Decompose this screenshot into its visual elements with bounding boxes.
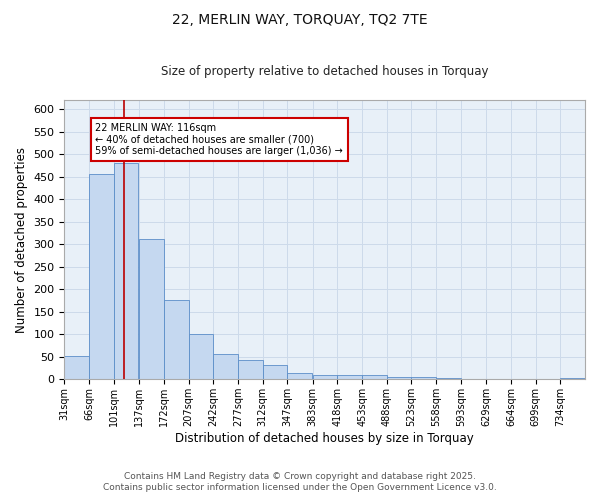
Bar (287, 372, 312, 380)
Title: Size of property relative to detached houses in Torquay: Size of property relative to detached ho… (161, 65, 488, 78)
Bar (412, 376, 436, 380)
Y-axis label: Number of detached properties: Number of detached properties (15, 146, 28, 332)
Text: 22, MERLIN WAY, TORQUAY, TQ2 7TE: 22, MERLIN WAY, TORQUAY, TQ2 7TE (172, 12, 428, 26)
Bar (238, 360, 263, 380)
Bar (164, 300, 188, 380)
Bar (188, 334, 213, 380)
Text: 22 MERLIN WAY: 116sqm
← 40% of detached houses are smaller (700)
59% of semi-det: 22 MERLIN WAY: 116sqm ← 40% of detached … (95, 122, 343, 156)
Bar (337, 376, 362, 380)
Bar (139, 239, 164, 380)
X-axis label: Distribution of detached houses by size in Torquay: Distribution of detached houses by size … (175, 432, 474, 445)
Text: Contains public sector information licensed under the Open Government Licence v3: Contains public sector information licen… (103, 484, 497, 492)
Bar (89, 174, 114, 380)
Bar (436, 378, 461, 380)
Bar (387, 376, 412, 380)
Text: Contains HM Land Registry data © Crown copyright and database right 2025.: Contains HM Land Registry data © Crown c… (124, 472, 476, 481)
Bar (263, 365, 287, 380)
Bar (560, 378, 585, 380)
Bar (313, 376, 337, 380)
Bar (213, 354, 238, 380)
Bar (362, 376, 387, 380)
Bar (64, 356, 89, 380)
Bar (114, 163, 139, 380)
